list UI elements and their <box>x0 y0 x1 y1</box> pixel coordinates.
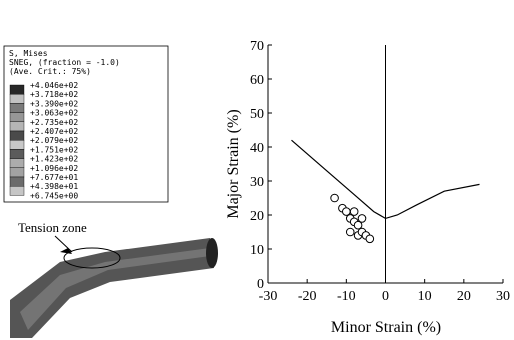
y-tick-label: 20 <box>250 209 264 224</box>
legend-swatch <box>10 113 24 122</box>
y-axis-label: Major Strain (%) <box>225 109 242 218</box>
figure: S, MisesSNEG, (fraction = -1.0)(Ave. Cri… <box>0 0 514 340</box>
point <box>366 235 374 243</box>
x-tick-label: 10 <box>418 289 432 304</box>
x-axis-label: Minor Strain (%) <box>331 319 441 336</box>
legend-value: +4.046e+02 <box>30 81 78 90</box>
legend-swatch <box>10 85 24 94</box>
legend-line: SNEG, (fraction = -1.0) <box>9 58 120 67</box>
y-tick-label: 50 <box>250 107 264 122</box>
annotation: Tension zone <box>18 220 87 235</box>
x-tick-label: -10 <box>337 289 356 304</box>
legend-value: +3.390e+02 <box>30 99 78 108</box>
legend-swatch <box>10 168 24 177</box>
legend-value: +4.398e+01 <box>30 182 78 191</box>
legend-value: +1.096e+02 <box>30 164 78 173</box>
legend-value: +6.745e+00 <box>30 191 78 200</box>
y-tick-label: 30 <box>250 175 264 190</box>
legend-swatch <box>10 177 24 186</box>
x-tick-label: -20 <box>298 289 317 304</box>
legend-value: +1.423e+02 <box>30 155 78 164</box>
x-tick-label: -30 <box>259 289 278 304</box>
legend-value: +7.677e+01 <box>30 173 78 182</box>
legend-value: +3.063e+02 <box>30 109 78 118</box>
y-tick-label: 40 <box>250 141 264 156</box>
legend-swatch <box>10 159 24 168</box>
y-tick-label: 60 <box>250 73 264 88</box>
legend-swatch <box>10 94 24 103</box>
x-tick-label: 20 <box>457 289 471 304</box>
legend-value: +2.735e+02 <box>30 118 78 127</box>
x-tick-label: 30 <box>496 289 510 304</box>
legend-swatch <box>10 140 24 149</box>
y-tick-label: 70 <box>250 39 264 54</box>
legend-line: (Ave. Crit.: 75%) <box>9 67 91 76</box>
legend-swatch <box>10 131 24 140</box>
point <box>350 208 358 216</box>
arrow <box>55 236 72 252</box>
point <box>358 215 366 223</box>
legend-swatch <box>10 103 24 112</box>
legend-value: +1.751e+02 <box>30 145 78 154</box>
legend-line: S, Mises <box>9 49 48 58</box>
x-tick-label: 0 <box>382 289 389 304</box>
legend-swatch <box>10 122 24 131</box>
y-tick-label: 10 <box>250 243 264 258</box>
tube <box>10 238 218 338</box>
point <box>343 208 351 216</box>
legend-value: +2.407e+02 <box>30 127 78 136</box>
legend-swatch <box>10 186 24 195</box>
arrow-head <box>60 248 72 254</box>
legend-value: +3.718e+02 <box>30 90 78 99</box>
legend-swatch <box>10 149 24 158</box>
point <box>331 194 339 202</box>
legend-value: +2.079e+02 <box>30 136 78 145</box>
point <box>346 228 354 236</box>
point <box>354 221 362 229</box>
